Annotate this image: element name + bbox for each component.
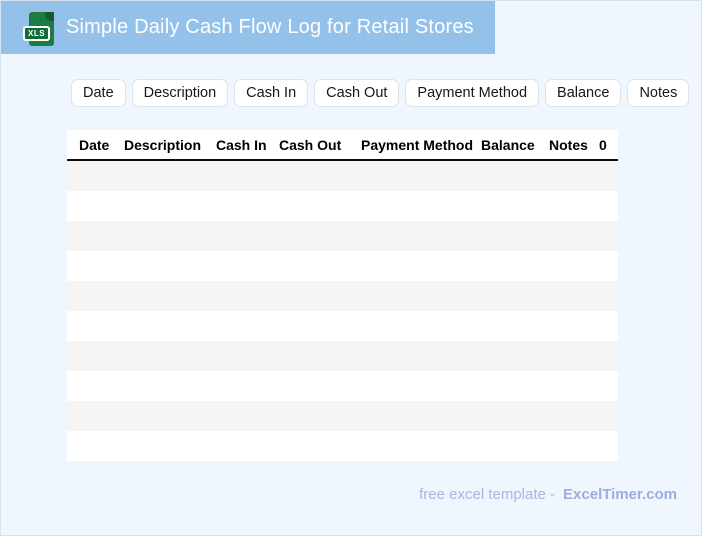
column-header-description: Description [124,136,202,153]
column-header-payment-method: Payment Method [361,136,474,153]
column-header-cash-out: Cash Out [279,136,342,153]
column-pills: Date Description Cash In Cash Out Payment Me… [71,79,690,107]
table-row [67,311,618,341]
table-row [67,401,618,431]
footer: free excel template - ExcelTimer.com [419,486,677,503]
column-pill-balance[interactable]: Balance [545,79,622,107]
table-row [67,431,618,461]
column-header-balance: Balance [481,136,535,153]
table-header-row: Date Description Cash In Cash Out Payment Me… [67,130,618,161]
column-header-date: Date [79,136,110,153]
xls-badge-label: XLS [23,26,51,41]
table-row [67,161,618,191]
table-row [67,251,618,281]
footer-label: free excel template - [419,486,556,503]
table-row [67,371,618,401]
column-pill-payment-method[interactable]: Payment Method [405,79,540,107]
column-header-notes: Notes [549,136,588,153]
table-row [67,281,618,311]
column-pill-date[interactable]: Date [71,79,126,107]
column-pill-description[interactable]: Description [131,79,229,107]
column-header-cash-in: Cash In [216,136,267,153]
table-body [67,161,618,461]
footer-brand-link[interactable]: ExcelTimer.com [563,486,677,503]
column-pill-cash-out[interactable]: Cash Out [314,79,400,107]
column-header-0: 0 [599,136,607,153]
cash-flow-table: Date Description Cash In Cash Out Payment Me… [67,130,618,461]
folded-corner [45,12,54,21]
page-title: Simple Daily Cash Flow Log for Retail St… [66,16,474,38]
table-row [67,191,618,221]
column-pill-notes[interactable]: Notes [627,79,690,107]
table-row [67,221,618,251]
table-row [67,341,618,371]
column-pill-cash-in[interactable]: Cash In [234,79,309,107]
title-bar: XLS Simple Daily Cash Flow Log for Retai… [1,1,495,54]
xls-file-icon: XLS [23,10,59,48]
